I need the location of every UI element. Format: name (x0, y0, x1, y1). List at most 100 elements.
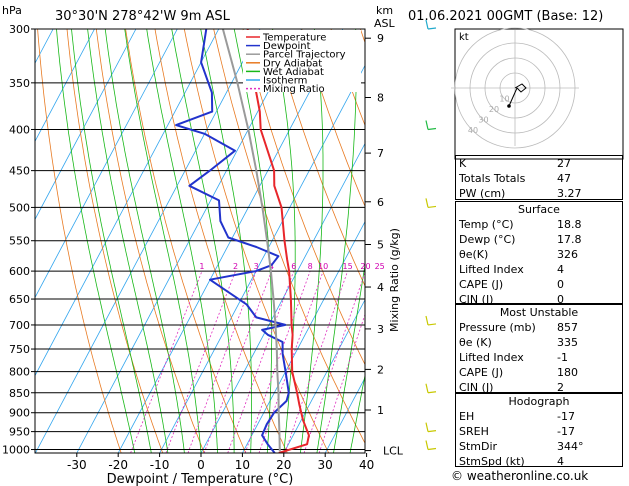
wind-barb (425, 120, 429, 130)
mixing-ratio-line (203, 270, 272, 453)
table-row: PW (cm) 3.27 (456, 186, 622, 201)
row-value: 180 (557, 366, 578, 379)
hodograph-frame (454, 28, 624, 160)
km-tick-label: 5 (377, 239, 384, 252)
most-unstable-title: Most Unstable (499, 306, 579, 319)
isotherm (283, 298, 365, 453)
plot-grid (35, 29, 365, 453)
surface-section: Surface Temp (°C) 18.8 Dewp (°C) 17.8 θe(K) 3… (455, 201, 623, 306)
pressure-tick-label: 1000 (2, 444, 30, 457)
row-label: Totals Totals (459, 172, 526, 185)
mixing-ratio-line (130, 270, 203, 453)
datetime-title: 01.06.2021 00GMT (Base: 12) (408, 9, 603, 24)
table-row: Totals Totals 47 (456, 171, 622, 186)
x-tick-label: -20 (108, 458, 128, 472)
km-tick-label: 8 (377, 91, 384, 104)
surface-title: Surface (518, 203, 560, 216)
dry-adiabat (66, 29, 164, 453)
table-row: SREH -17 (456, 424, 622, 439)
mixing-ratio-line (318, 313, 365, 453)
wind-barb-flag (427, 323, 437, 326)
row-label: CAPE (J) (459, 366, 504, 379)
table-row: Dewp (°C) 17.8 (456, 232, 622, 247)
wind-barb-flag (427, 127, 437, 131)
hodograph-ring-label: 10 (499, 95, 509, 104)
dry-adiabat (183, 29, 330, 453)
hodograph-ring-label: 40 (468, 126, 478, 135)
row-value: -17 (557, 425, 575, 438)
mixing-ratio-label: 6 (291, 262, 296, 271)
wet-adiabat (300, 29, 324, 453)
dry-adiabat (125, 29, 247, 453)
mixing-ratio-line (165, 270, 236, 453)
wet-adiabat (171, 29, 235, 453)
wet-adiabat (104, 29, 185, 453)
table-row: Lifted Index -1 (456, 350, 622, 365)
mixing-ratio-label: 3 (254, 262, 259, 271)
km-tick-label: 9 (377, 32, 384, 45)
wet-adiabat (56, 29, 136, 453)
lcl-label: LCL (383, 445, 404, 458)
pressure-tick-label: 500 (9, 201, 30, 214)
pressure-tick-label: 550 (9, 235, 30, 248)
wet-adiabat (272, 29, 296, 453)
table-row: θe(K) 326 (456, 247, 622, 262)
pressure-tick-label: 400 (9, 123, 30, 136)
wind-barb (425, 198, 429, 208)
most-unstable-section: Most Unstable Pressure (mb) 857 θe (K) 335 L… (455, 304, 623, 395)
row-label: StmSpd (kt) (459, 455, 525, 468)
wind-barb (425, 422, 429, 432)
row-value: 4 (557, 263, 564, 276)
row-label: CAPE (J) (459, 278, 504, 291)
x-tick-label: 0 (197, 458, 205, 472)
row-label: SREH (459, 425, 489, 438)
row-value: 857 (557, 321, 578, 334)
profiles (175, 29, 310, 453)
hodograph-kt-label: kt (459, 32, 469, 43)
row-label: Dewp (°C) (459, 233, 516, 246)
row-label: Temp (°C) (459, 218, 514, 231)
wet-adiabat (146, 29, 218, 453)
wet-adiabat (349, 373, 365, 453)
x-axis-label: Dewpoint / Temperature (°C) (107, 472, 294, 486)
mixing-ratio-line (244, 270, 311, 453)
x-tick-label: 10 (235, 458, 250, 472)
isotherm (35, 29, 137, 221)
wet-adiabat (316, 29, 357, 453)
legend-entry: Temperature (262, 33, 326, 44)
mixing-ratio-line (303, 271, 365, 453)
series-temperature (246, 29, 310, 453)
mixing-ratio-axis-label: Mixing Ratio (g/kg) (388, 228, 401, 332)
table-row: K 27 (456, 156, 622, 171)
dry-adiabat (242, 29, 365, 366)
series-dewpoint (175, 29, 290, 453)
km-label: km (376, 4, 393, 17)
pressure-tick-label: 750 (9, 343, 30, 356)
row-label: StmDir (459, 440, 498, 453)
km-tick-label: 6 (377, 196, 384, 209)
mixing-ratio-label: 10 (318, 262, 328, 271)
pressure-tick-label: 350 (9, 77, 30, 90)
mixing-ratio-label: 1 (199, 262, 204, 271)
row-label: EH (459, 410, 475, 423)
isotherm (324, 377, 365, 453)
km-tick-label: 7 (377, 147, 384, 160)
table-row: Pressure (mb) 857 (456, 320, 622, 335)
mixing-ratio-line (227, 270, 295, 453)
row-label: θe(K) (459, 248, 489, 261)
location-title: 30°30'N 278°42'W 9m ASL (55, 9, 231, 24)
table-row: CIN (J) 2 (456, 380, 622, 395)
wind-barb-flag (427, 430, 437, 433)
mixing-ratio-label: 2 (233, 262, 238, 271)
wind-barb (425, 19, 429, 30)
row-value: 27 (557, 157, 571, 170)
hodograph-trace (508, 83, 527, 107)
row-value: 4 (557, 455, 564, 468)
x-tick-label: -30 (67, 458, 87, 472)
row-value: 335 (557, 336, 578, 349)
row-label: CIN (J) (459, 381, 494, 394)
table-row: StmDir 344° (456, 439, 622, 454)
